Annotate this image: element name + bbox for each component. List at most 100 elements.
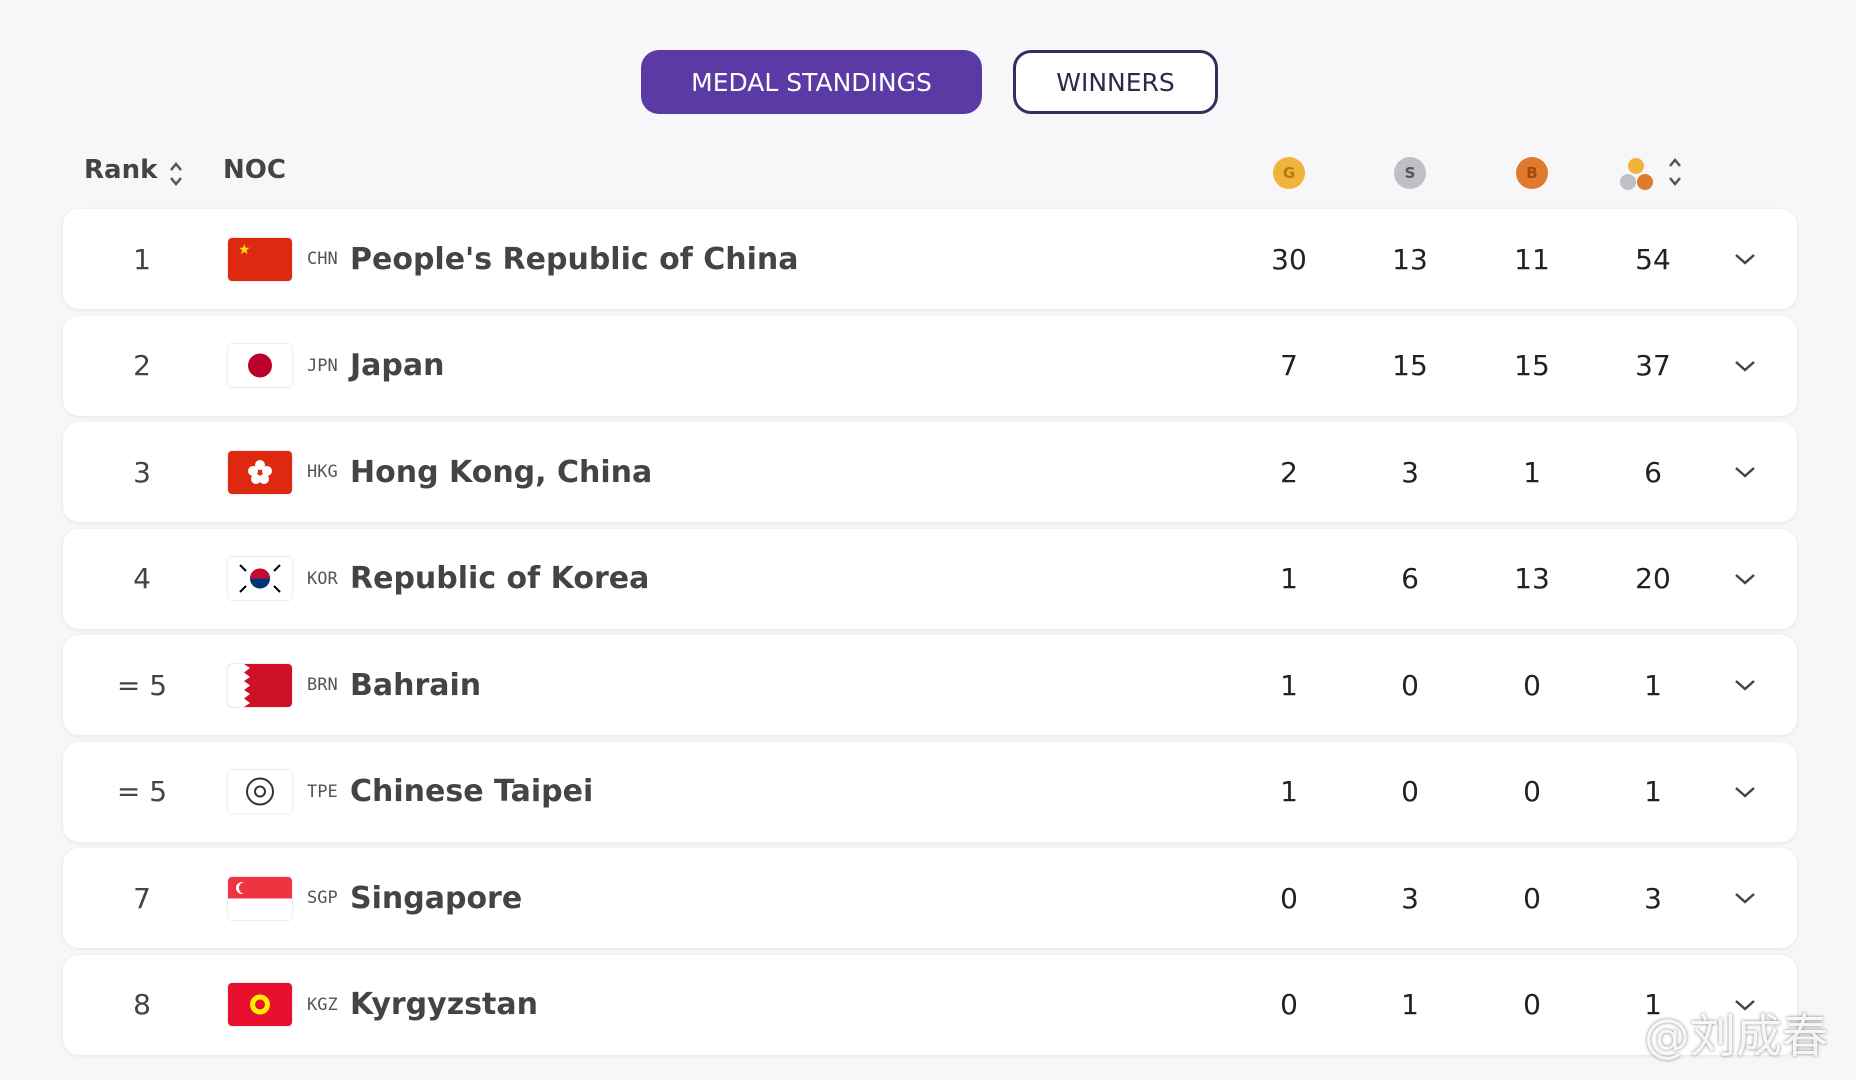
flag-image: ★ [228, 237, 292, 281]
expand-chevron[interactable] [1733, 955, 1757, 1055]
total-icon[interactable] [1618, 154, 1688, 194]
gold-count: 30 [1271, 242, 1307, 276]
bronze-count: 11 [1514, 242, 1550, 276]
noc-code: CHN [307, 249, 338, 269]
bronze-count: 13 [1514, 562, 1550, 595]
country-name[interactable]: People's Republic of China [350, 241, 799, 277]
expand-chevron[interactable] [1733, 742, 1757, 842]
country-name[interactable]: Japan [350, 348, 445, 383]
flag-image [228, 770, 292, 813]
table-row[interactable]: = 5 TPE Chinese Taipei 1 0 0 1 [63, 741, 1797, 842]
rank: 1 [133, 242, 151, 276]
flag [228, 848, 292, 948]
total-count: 1 [1644, 668, 1662, 702]
bronze-count: 0 [1523, 881, 1541, 915]
chevron-icon[interactable] [1733, 571, 1757, 587]
table-row[interactable]: 2 JPN Japan 7 15 15 37 [63, 315, 1797, 416]
gold-count: 1 [1280, 775, 1298, 808]
noc-code: JPN [307, 355, 338, 376]
noc-code: HKG [307, 462, 338, 482]
noc-code: KOR [307, 568, 338, 589]
rank: 8 [133, 988, 151, 1021]
bronze-count: 1 [1523, 455, 1541, 489]
expand-chevron[interactable] [1733, 209, 1757, 309]
total-count: 20 [1635, 562, 1671, 595]
expand-chevron[interactable] [1733, 422, 1757, 522]
expand-chevron[interactable] [1733, 529, 1757, 629]
total-count: 1 [1644, 775, 1662, 808]
chevron-icon[interactable] [1733, 784, 1757, 800]
flag-image [228, 557, 292, 600]
bronze-icon[interactable]: B [1516, 157, 1548, 189]
tab-winners[interactable]: WINNERS [1013, 50, 1218, 114]
rank: = 5 [116, 775, 168, 808]
total-count: 6 [1644, 455, 1662, 489]
noc-code: BRN [307, 675, 338, 695]
rank: 7 [133, 881, 151, 915]
noc-header: NOC [223, 155, 286, 185]
svg-text:★: ★ [238, 242, 251, 258]
table-row[interactable]: 3 HKG Hong Kong, China 2 3 1 6 [63, 422, 1797, 522]
chevron-icon[interactable] [1733, 358, 1757, 374]
country-name[interactable]: Republic of Korea [350, 561, 650, 596]
flag-image [228, 344, 292, 387]
bronze-count: 15 [1514, 349, 1550, 382]
flag-image [228, 663, 292, 707]
flag [228, 422, 292, 522]
table-row[interactable]: 7 SGP Singapore 0 3 0 3 [63, 848, 1797, 948]
silver-count: 15 [1392, 349, 1428, 382]
noc-code: SGP [307, 888, 338, 908]
rank: 2 [133, 349, 151, 382]
gold-icon[interactable]: G [1273, 157, 1305, 189]
gold-count: 2 [1280, 455, 1298, 489]
table-row[interactable]: 1 ★ CHN People's Republic of China 30 13 11 54 [63, 209, 1797, 309]
expand-chevron[interactable] [1733, 848, 1757, 948]
silver-count: 13 [1392, 242, 1428, 276]
silver-count: 0 [1401, 668, 1419, 702]
sort-icon[interactable] [168, 160, 184, 188]
silver-count: 3 [1401, 455, 1419, 489]
gold-count: 7 [1280, 349, 1298, 382]
country-name[interactable]: Hong Kong, China [350, 454, 653, 490]
gold-count: 0 [1280, 988, 1298, 1021]
flag-image [228, 876, 292, 920]
bronze-count: 0 [1523, 775, 1541, 808]
chevron-icon[interactable] [1733, 997, 1757, 1013]
bronze-count: 0 [1523, 988, 1541, 1021]
rank: = 5 [116, 668, 168, 702]
expand-chevron[interactable] [1733, 316, 1757, 416]
rank: 3 [133, 455, 151, 489]
country-name[interactable]: Singapore [350, 880, 523, 916]
rank-header[interactable]: Rank [84, 155, 158, 185]
flag [228, 529, 292, 629]
silver-count: 0 [1401, 775, 1419, 808]
table-row[interactable]: 8 KGZ Kyrgyzstan 0 1 0 1 [63, 954, 1797, 1055]
bronze-count: 0 [1523, 668, 1541, 702]
chevron-icon[interactable] [1733, 890, 1757, 906]
flag [228, 635, 292, 735]
table-row[interactable]: 4 KOR Republic of Korea 1 6 13 20 [63, 528, 1797, 629]
country-name[interactable]: Kyrgyzstan [350, 987, 538, 1022]
chevron-icon[interactable] [1733, 251, 1757, 267]
watermark: @刘成春 [1644, 1009, 1828, 1063]
expand-chevron[interactable] [1733, 635, 1757, 735]
silver-icon[interactable]: S [1394, 157, 1426, 189]
total-count: 54 [1635, 242, 1671, 276]
flag: ★ [228, 209, 292, 309]
table-row[interactable]: = 5 BRN Bahrain 1 0 0 1 [63, 635, 1797, 735]
flag-image [228, 983, 292, 1026]
silver-count: 1 [1401, 988, 1419, 1021]
total-count: 3 [1644, 881, 1662, 915]
country-name[interactable]: Bahrain [350, 667, 482, 703]
tab-medal-standings[interactable]: MEDAL STANDINGS [641, 50, 982, 114]
country-name[interactable]: Chinese Taipei [350, 774, 594, 809]
total-count: 37 [1635, 349, 1671, 382]
flag [228, 316, 292, 416]
rank: 4 [133, 562, 151, 595]
flag-image [228, 450, 292, 494]
chevron-icon[interactable] [1733, 464, 1757, 480]
silver-count: 6 [1401, 562, 1419, 595]
flag [228, 955, 292, 1055]
chevron-icon[interactable] [1733, 677, 1757, 693]
